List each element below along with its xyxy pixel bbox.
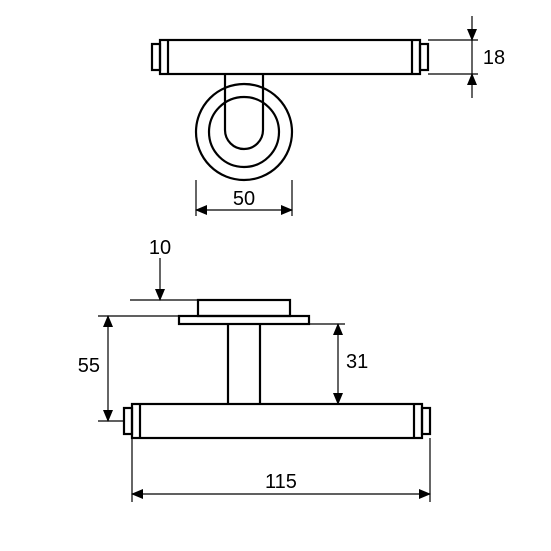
- dim-50: 50: [233, 188, 255, 210]
- technical-drawing: 50 18 10 55: [0, 0, 551, 551]
- side-view: 10 55 31 115: [78, 237, 430, 502]
- dim-31: 31: [346, 351, 368, 373]
- dim-115: 115: [265, 471, 297, 493]
- top-view: 50 18: [152, 16, 505, 216]
- dim-10: 10: [149, 237, 171, 259]
- dim-55: 55: [78, 355, 100, 377]
- dim-18: 18: [483, 47, 505, 69]
